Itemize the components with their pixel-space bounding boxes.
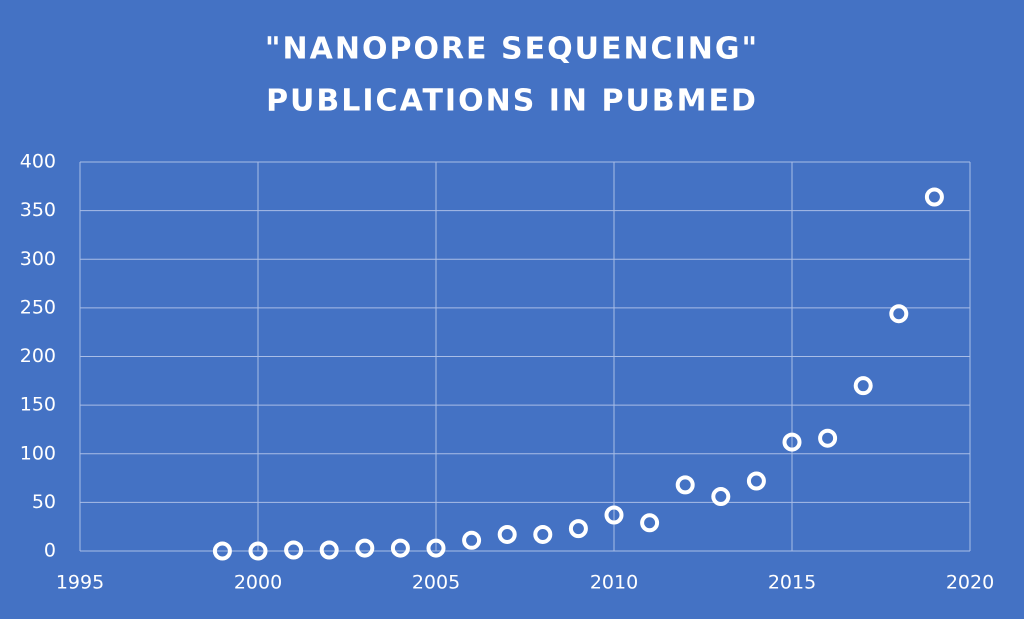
x-tick-label: 2020 — [946, 572, 994, 594]
marker — [248, 541, 268, 561]
chart-title: PUBLICATIONS IN PUBMED — [266, 84, 758, 119]
marker — [640, 513, 660, 533]
y-tick-label: 100 — [20, 442, 56, 464]
y-tick-label: 200 — [20, 345, 56, 367]
marker — [889, 304, 909, 324]
x-tick-label: 2000 — [234, 572, 282, 594]
marker — [818, 428, 838, 448]
marker — [462, 530, 482, 550]
x-tick-label: 2010 — [590, 572, 638, 594]
y-tick-label: 350 — [20, 199, 56, 221]
marker — [853, 376, 873, 396]
marker — [426, 538, 446, 558]
marker — [284, 540, 304, 560]
x-tick-label: 2005 — [412, 572, 460, 594]
x-tick-label: 2015 — [768, 572, 816, 594]
y-tick-label: 150 — [20, 394, 56, 416]
marker — [355, 538, 375, 558]
marker — [924, 187, 944, 207]
marker — [746, 471, 766, 491]
marker — [390, 538, 410, 558]
marker — [212, 541, 232, 561]
x-tick-label: 1995 — [56, 572, 104, 594]
y-tick-label: 250 — [20, 296, 56, 318]
marker — [568, 519, 588, 539]
y-tick-label: 400 — [20, 151, 56, 173]
marker — [319, 540, 339, 560]
marker — [533, 524, 553, 544]
marker — [604, 505, 624, 525]
marker — [711, 487, 731, 507]
marker — [497, 524, 517, 544]
y-tick-label: 300 — [20, 248, 56, 270]
marker — [782, 432, 802, 452]
marker — [675, 475, 695, 495]
y-tick-label: 50 — [32, 491, 56, 513]
y-tick-label: 0 — [44, 540, 56, 562]
chart-title: "NANOPORE SEQUENCING" — [265, 32, 759, 67]
